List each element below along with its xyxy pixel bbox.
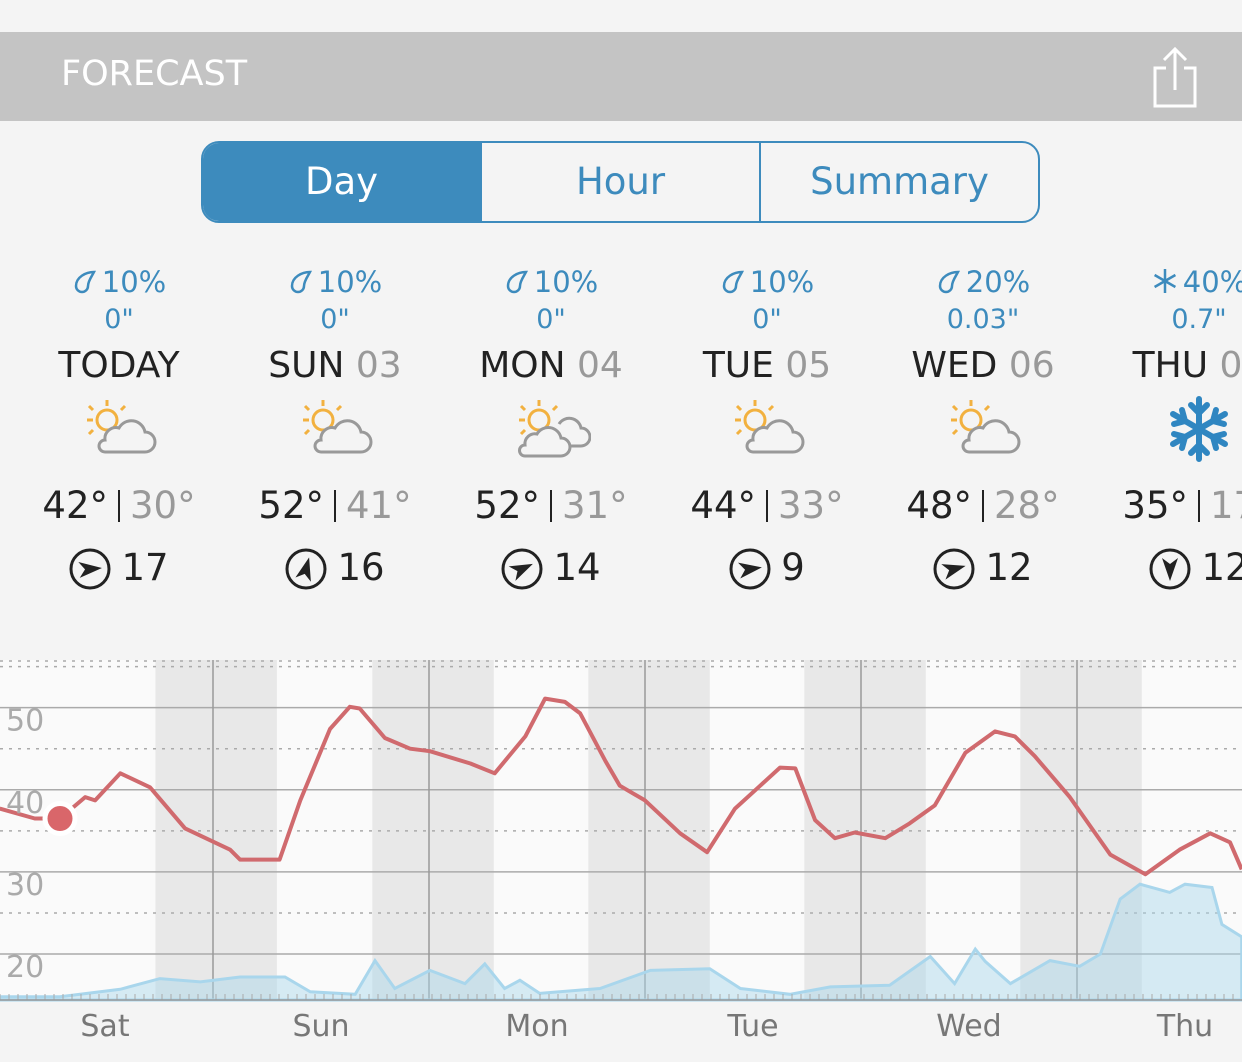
low-temp: 41°: [346, 484, 412, 527]
night-band: [588, 660, 710, 1000]
x-tick-label: Wed: [936, 1009, 1001, 1044]
day-name: MON: [479, 345, 566, 386]
day-name: WED: [911, 345, 998, 386]
tab[interactable]: Day: [203, 143, 480, 221]
day-card[interactable]: 10% 0" TODAY 42° 30° 17: [11, 262, 227, 598]
day-date: 04: [576, 345, 623, 386]
y-tick-label: 30: [6, 868, 44, 903]
wind-speed: 12: [1201, 546, 1242, 589]
high-temp: 42°: [42, 484, 108, 527]
y-tick-label: 50: [6, 704, 44, 739]
high-temp: 52°: [474, 484, 540, 527]
precip-chance: 10%: [101, 265, 167, 299]
wind-speed: 12: [985, 546, 1033, 589]
precip-amount: 0": [536, 304, 566, 335]
precip-area: [0, 882, 1242, 1002]
header-title: FORECAST: [61, 54, 248, 94]
chart: 20 30 40 50 Sat Sun Mon Tue Wed Thu: [0, 660, 1242, 1044]
low-temp: 33°: [778, 484, 844, 527]
wind-icon: [933, 548, 975, 590]
weather-icon: [735, 400, 805, 454]
tab[interactable]: Summary: [759, 143, 1038, 221]
high-temp: 52°: [258, 484, 324, 527]
day-name: THU: [1132, 345, 1209, 386]
drop-icon: [290, 270, 312, 294]
day-card[interactable]: 20% 0.03" WED 06 48° 28° 12: [875, 262, 1091, 598]
low-temp: 30°: [130, 484, 196, 527]
x-tick-label: Thu: [1156, 1009, 1213, 1044]
day-date: 03: [355, 345, 402, 386]
drop-icon: [74, 270, 96, 294]
precip-chance: 40%: [1182, 265, 1242, 299]
weather-icon: [518, 400, 592, 458]
precip-amount: 0": [752, 304, 782, 335]
drop-icon: [506, 270, 528, 294]
high-temp: 35°: [1122, 484, 1188, 527]
night-band: [804, 660, 926, 1000]
wind-speed: 14: [553, 546, 601, 589]
segmented-control: Day Hour Summary: [201, 141, 1040, 223]
low-temp: 17°: [1210, 484, 1242, 527]
x-tick-label: Sat: [80, 1009, 129, 1044]
precip-amount: 0": [320, 304, 350, 335]
day-name: SUN: [268, 345, 345, 386]
wind-icon: [729, 548, 771, 590]
drop-icon: [722, 270, 744, 294]
wind-speed: 9: [781, 546, 805, 589]
wind-icon: [501, 548, 543, 590]
precip-chance: 10%: [749, 265, 815, 299]
day-card[interactable]: 10% 0" TUE 05 44° 33° 9: [659, 262, 875, 598]
header: FORECAST: [0, 32, 1242, 121]
wind-icon: [285, 548, 327, 590]
temperature-line: [0, 696, 1242, 877]
tab[interactable]: Hour: [480, 143, 759, 221]
precip-amount: 0.03": [946, 304, 1020, 335]
day-date: 06: [1008, 345, 1055, 386]
x-tick-label: Mon: [505, 1009, 568, 1044]
day-date: 07: [1219, 345, 1242, 386]
current-point: [42, 801, 78, 837]
precip-chance: 20%: [965, 265, 1031, 299]
high-temp: 48°: [906, 484, 972, 527]
day-card[interactable]: 10% 0" MON 04 52° 31° 14: [443, 262, 659, 598]
day-card[interactable]: 10% 0" SUN 03 52° 41° 16: [227, 262, 443, 598]
wind-icon: [69, 548, 111, 590]
night-band: [155, 660, 277, 1000]
x-tick-label: Sun: [292, 1009, 349, 1044]
weather-icon: [87, 400, 157, 454]
day-name: TODAY: [58, 345, 180, 386]
wind-speed: 17: [121, 546, 169, 589]
share-button[interactable]: [1152, 46, 1198, 108]
day-name: TUE: [702, 345, 774, 386]
high-temp: 44°: [690, 484, 756, 527]
precip-chance: 10%: [317, 265, 383, 299]
low-temp: 28°: [994, 484, 1060, 527]
night-band: [372, 660, 494, 1000]
day-card[interactable]: 40% 0.7" THU 07 35° 17° 12: [1091, 262, 1242, 598]
y-tick-label: 40: [6, 786, 44, 821]
precip-amount: 0.7": [1171, 304, 1227, 335]
precip-chance: 10%: [533, 265, 599, 299]
night-band: [1020, 660, 1142, 1000]
drop-icon: [938, 270, 960, 294]
low-temp: 31°: [562, 484, 628, 527]
x-tick-label: Tue: [726, 1009, 778, 1044]
precip-amount: 0": [104, 304, 134, 335]
day-date: 05: [785, 345, 832, 386]
snow-icon: [1153, 269, 1176, 293]
wind-icon: [1149, 548, 1191, 590]
wind-speed: 16: [337, 546, 385, 589]
weather-icon: [1170, 396, 1228, 462]
weather-icon: [303, 400, 373, 454]
y-tick-label: 20: [6, 950, 44, 985]
weather-icon: [951, 400, 1021, 454]
